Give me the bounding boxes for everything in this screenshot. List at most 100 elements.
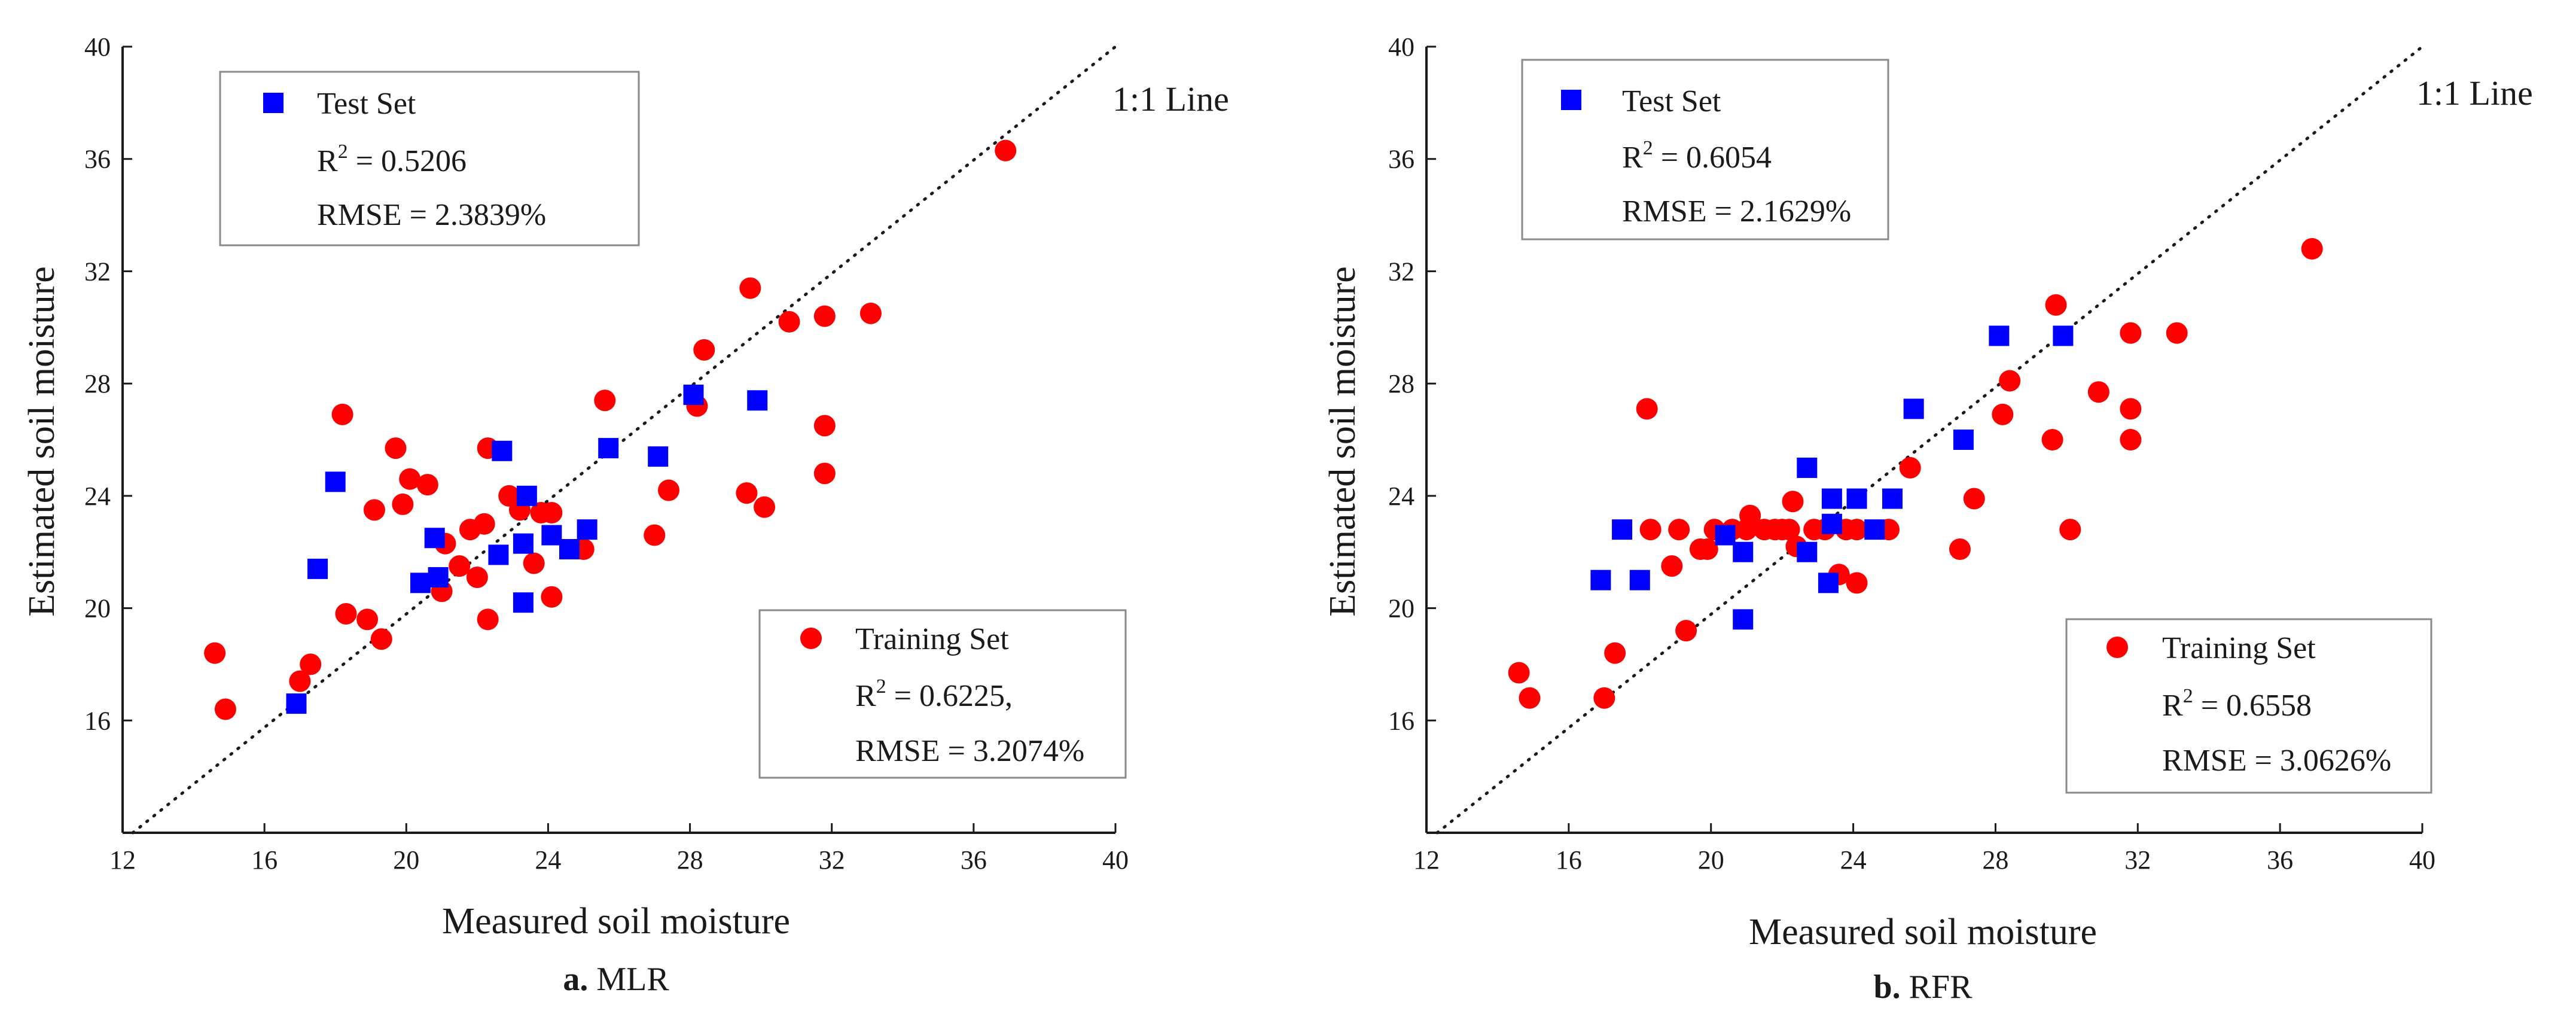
legend-test-name-mlr: Test Set: [317, 87, 416, 121]
training-set-point-mlr: [214, 698, 236, 720]
training-set-point-rfr: [2301, 238, 2323, 260]
x-axis-title-mlr: Measured soil moisture: [442, 901, 790, 942]
test-set-point-rfr: [1629, 570, 1650, 590]
test-set-point-rfr: [1821, 513, 1842, 534]
training-set-point-mlr: [859, 302, 882, 324]
legend-training-rmse-mlr: RMSE = 3.2074%: [855, 734, 1084, 768]
x-tick-label-mlr: 20: [393, 845, 419, 875]
training-set-point-mlr: [385, 437, 407, 459]
training-set-point-mlr: [477, 608, 499, 631]
y-tick-label-rfr: 36: [1388, 145, 1414, 174]
x-tick-label-mlr: 36: [961, 845, 987, 875]
training-set-point-rfr: [1963, 488, 1985, 510]
legend-test-r2-rfr: R2 = 0.6054: [1622, 137, 1772, 175]
test-set-point-mlr: [559, 539, 580, 560]
x-tick-label-rfr: 40: [2409, 845, 2435, 875]
training-set-point-rfr: [1846, 519, 1868, 541]
y-tick-label-rfr: 24: [1388, 482, 1414, 511]
x-tick-label-mlr: 28: [677, 845, 703, 875]
test-set-point-mlr: [683, 384, 704, 405]
y-tick-label-rfr: 40: [1388, 32, 1414, 62]
legend-training-rmse-rfr: RMSE = 3.0626%: [2162, 744, 2391, 778]
legend-training-name-mlr: Training Set: [855, 622, 1009, 656]
test-set-point-mlr: [410, 573, 431, 593]
test-set-point-rfr: [1846, 488, 1867, 509]
training-set-point-rfr: [1782, 491, 1804, 513]
training-set-point-mlr: [335, 602, 357, 625]
test-set-point-rfr: [1733, 541, 1754, 562]
test-set-point-rfr: [1612, 519, 1633, 540]
training-set-point-rfr: [1636, 398, 1658, 420]
test-set-point-mlr: [577, 519, 597, 540]
y-tick-label-mlr: 36: [84, 145, 111, 174]
test-set-point-mlr: [541, 525, 562, 546]
one-one-line-label-mlr: 1:1 Line: [1112, 80, 1229, 118]
x-axis-title-rfr: Measured soil moisture: [1749, 912, 2097, 952]
test-set-point-mlr: [488, 544, 509, 565]
training-set-point-rfr: [1696, 538, 1718, 561]
one-one-line-mlr: [131, 45, 1117, 835]
y-tick-label-rfr: 32: [1388, 257, 1414, 286]
training-set-point-rfr: [1778, 519, 1800, 541]
training-set-point-rfr: [1999, 370, 2021, 392]
x-tick-label-rfr: 32: [2124, 845, 2151, 875]
one-one-line-rfr: [1435, 45, 2424, 835]
training-set-point-rfr: [1604, 642, 1626, 664]
plot-area-mlr: 12 16 20 24 28 32 36 40 16 20 24 28 32 36 40: [84, 32, 1129, 875]
training-set-point-rfr: [2041, 429, 2063, 450]
training-set-point-mlr: [399, 468, 421, 490]
training-set-point-mlr: [693, 339, 715, 361]
legend-test-marker-rfr: [1561, 90, 1581, 110]
training-set-point-rfr: [2120, 322, 2142, 344]
training-set-point-mlr: [658, 479, 679, 501]
training-set-point-mlr: [813, 415, 836, 437]
y-axis-title-mlr: Estimated soil moisture: [22, 266, 62, 617]
training-set-point-rfr: [1949, 538, 1971, 561]
training-set-point-rfr: [1508, 662, 1530, 684]
legend-test-marker-mlr: [263, 93, 283, 113]
training-set-point-rfr: [2087, 381, 2109, 403]
plot-area-rfr: 12 16 20 24 28 32 36 40 16 20 24 28 32 36 40: [1388, 32, 2435, 875]
test-set-point-mlr: [513, 533, 534, 554]
training-set-point-mlr: [289, 670, 311, 692]
x-tick-label-mlr: 12: [109, 845, 136, 875]
training-set-point-mlr: [523, 552, 545, 574]
training-set-point-mlr: [594, 389, 616, 412]
test-set-point-rfr: [1864, 519, 1885, 540]
x-tick-label-mlr: 32: [819, 845, 845, 875]
training-set-point-mlr: [754, 496, 776, 518]
training-set-point-mlr: [739, 277, 761, 299]
legend-training-marker-rfr: [2106, 637, 2128, 658]
y-axis-title-rfr: Estimated soil moisture: [1322, 266, 1363, 617]
y-tick-label-mlr: 16: [84, 706, 111, 735]
training-set-point-mlr: [541, 502, 563, 524]
test-set-point-mlr: [598, 438, 619, 459]
test-set-point-rfr: [1821, 488, 1842, 509]
training-set-point-rfr: [1661, 555, 1683, 577]
training-set-point-mlr: [736, 482, 758, 504]
training-set-point-rfr: [2120, 398, 2142, 420]
test-set-point-rfr: [1882, 488, 1903, 509]
caption-rfr: b. RFR: [1873, 969, 1973, 1006]
legend-training-name-rfr: Training Set: [2162, 631, 2316, 665]
y-tick-label-mlr: 32: [84, 257, 111, 286]
training-set-point-mlr: [644, 524, 666, 546]
test-set-point-rfr: [2053, 325, 2074, 346]
training-set-point-rfr: [2059, 519, 2081, 541]
legend-test-rmse-rfr: RMSE = 2.1629%: [1622, 194, 1851, 229]
test-set-point-rfr: [1818, 573, 1839, 593]
caption-mlr: a. MLR: [563, 961, 669, 998]
chart-panel-rfr: 12 16 20 24 28 32 36 40 16 20 24 28 32 36 40 Estimated…: [1322, 32, 2533, 1006]
test-set-point-mlr: [747, 390, 768, 411]
test-set-point-rfr: [1797, 457, 1818, 478]
x-tick-label-rfr: 24: [1840, 845, 1867, 875]
test-set-point-rfr: [1953, 430, 1974, 450]
training-set-point-mlr: [813, 462, 836, 485]
legend-test-r2-mlr: R2 = 0.5206: [317, 141, 467, 178]
test-set-point-rfr: [1989, 325, 2010, 346]
test-set-point-mlr: [424, 528, 445, 549]
training-set-point-mlr: [449, 555, 471, 577]
y-tick-label-mlr: 40: [84, 32, 111, 62]
training-set-point-mlr: [466, 566, 488, 588]
x-tick-label-rfr: 28: [1982, 845, 2008, 875]
